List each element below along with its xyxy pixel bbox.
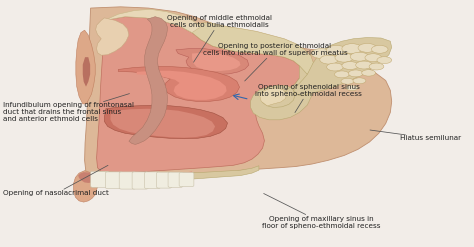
Ellipse shape xyxy=(356,61,372,69)
Ellipse shape xyxy=(377,57,392,63)
Ellipse shape xyxy=(320,55,338,64)
Polygon shape xyxy=(91,171,192,177)
Polygon shape xyxy=(83,57,90,87)
Polygon shape xyxy=(73,171,100,202)
Polygon shape xyxy=(293,38,392,95)
FancyBboxPatch shape xyxy=(119,172,136,189)
Ellipse shape xyxy=(346,85,358,91)
Polygon shape xyxy=(192,53,240,71)
Ellipse shape xyxy=(369,63,384,70)
Ellipse shape xyxy=(362,70,375,76)
Ellipse shape xyxy=(353,78,366,84)
Ellipse shape xyxy=(342,62,358,69)
Polygon shape xyxy=(93,166,259,181)
Ellipse shape xyxy=(335,53,354,62)
FancyBboxPatch shape xyxy=(179,172,194,187)
Ellipse shape xyxy=(350,52,369,61)
Polygon shape xyxy=(76,30,95,104)
Ellipse shape xyxy=(372,45,388,53)
Ellipse shape xyxy=(342,44,362,54)
Polygon shape xyxy=(176,49,249,74)
Text: Opening to posterior ethmoidal
cells into lateral wall of superior meatus: Opening to posterior ethmoidal cells int… xyxy=(203,43,347,81)
Polygon shape xyxy=(96,18,129,55)
Polygon shape xyxy=(110,109,215,138)
Text: Opening of nasolacrimal duct: Opening of nasolacrimal duct xyxy=(3,165,109,197)
Polygon shape xyxy=(137,71,227,100)
Polygon shape xyxy=(104,105,228,139)
Ellipse shape xyxy=(335,71,349,78)
Polygon shape xyxy=(181,23,313,78)
Text: Opening of maxillary sinus in
floor of spheno-ethmoidal recess: Opening of maxillary sinus in floor of s… xyxy=(262,193,381,229)
Ellipse shape xyxy=(348,70,363,77)
Polygon shape xyxy=(129,17,168,144)
Polygon shape xyxy=(91,173,157,178)
FancyBboxPatch shape xyxy=(105,172,123,189)
Text: Opening of middle ethmoidal
cells onto bulla ethmoidalis: Opening of middle ethmoidal cells onto b… xyxy=(167,15,272,62)
Polygon shape xyxy=(85,7,392,184)
FancyBboxPatch shape xyxy=(132,172,148,189)
Ellipse shape xyxy=(365,54,382,62)
Ellipse shape xyxy=(327,63,343,71)
FancyBboxPatch shape xyxy=(145,172,160,189)
Ellipse shape xyxy=(326,45,346,55)
Ellipse shape xyxy=(311,49,331,58)
Polygon shape xyxy=(251,66,312,120)
FancyBboxPatch shape xyxy=(168,172,183,187)
FancyBboxPatch shape xyxy=(156,172,172,188)
Polygon shape xyxy=(97,17,301,173)
Polygon shape xyxy=(104,9,201,33)
Text: Hiatus semilunar: Hiatus semilunar xyxy=(370,130,461,141)
Ellipse shape xyxy=(358,43,376,52)
Polygon shape xyxy=(260,88,287,106)
Ellipse shape xyxy=(341,78,354,84)
FancyBboxPatch shape xyxy=(91,171,109,187)
Polygon shape xyxy=(118,66,239,102)
Text: Opening of sphenoidal sinus
into spheno-ethmoidal recess: Opening of sphenoidal sinus into spheno-… xyxy=(255,84,362,113)
Polygon shape xyxy=(78,172,97,183)
Text: Infundibulum opening of frontonasal
duct that drains the frontal sinus
and anter: Infundibulum opening of frontonasal duct… xyxy=(3,94,134,123)
